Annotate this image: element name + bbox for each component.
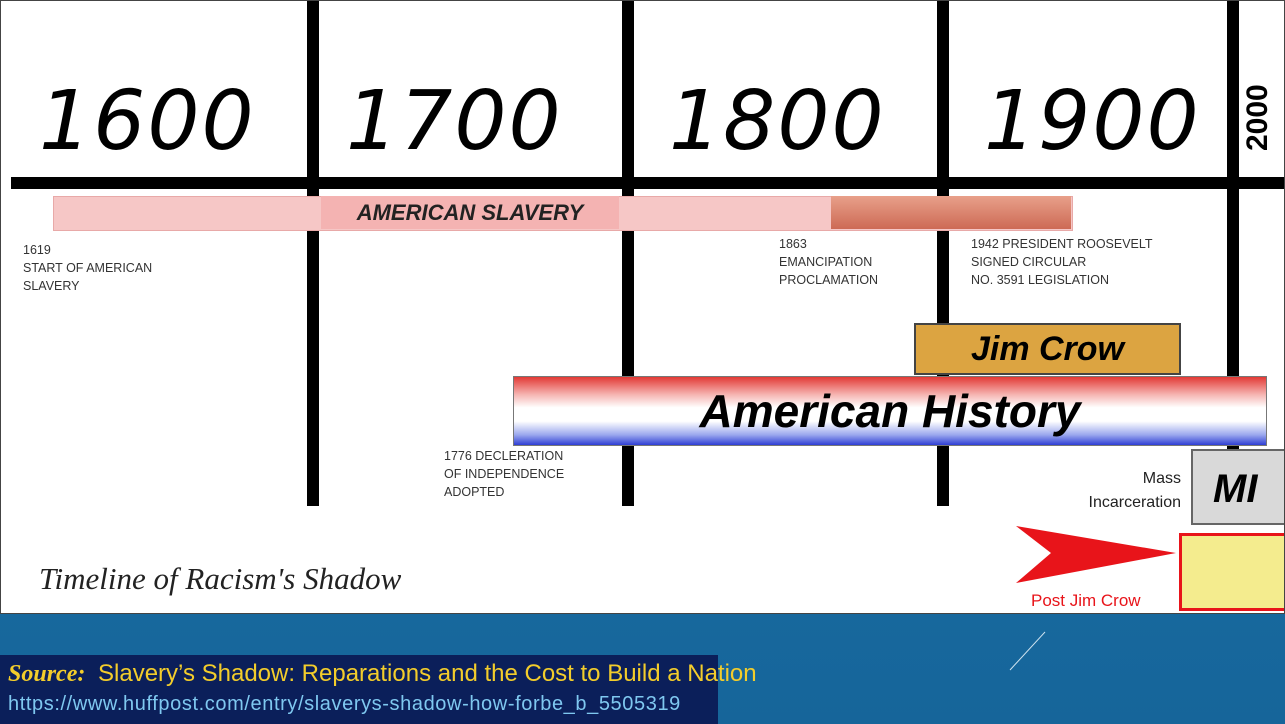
timeline-image: 1600 1700 1800 1900 2000 AMERICAN SLAVER… xyxy=(0,0,1285,614)
time-axis xyxy=(11,177,1284,189)
post-jim-crow-box xyxy=(1179,533,1284,611)
mass-incarceration-label: Mass Incarceration xyxy=(1088,470,1182,511)
jim-crow-box: Jim Crow xyxy=(914,323,1181,375)
year: 1900 xyxy=(984,74,1201,169)
pointer-line xyxy=(1009,631,1046,671)
pointer xyxy=(1009,631,1046,671)
post-jim-crow-label: Post Jim Crow xyxy=(1031,591,1141,610)
american-history-bar: American History xyxy=(513,376,1267,446)
red-arrow xyxy=(1016,526,1176,583)
century-line xyxy=(307,1,319,506)
source-box: Source: Slavery’s Shadow: Reparations an… xyxy=(0,655,757,724)
year: 1800 xyxy=(669,74,886,169)
slavery-late-bar xyxy=(831,196,1071,229)
image-title: Timeline of Racism's Shadow xyxy=(39,561,402,596)
year: 1600 xyxy=(39,74,256,169)
year: 2000 xyxy=(1241,84,1275,151)
annotation: 1942 PRESIDENT ROOSEVELT SIGNED CIRCULAR N… xyxy=(971,237,1153,287)
arrow xyxy=(1016,526,1176,583)
source-url: https://www.huffpost.com/entry/slaverys-… xyxy=(8,693,681,715)
slavery-label: AMERICAN SLAVERY xyxy=(321,196,619,229)
year: 1700 xyxy=(346,74,563,169)
mi-box: MI xyxy=(1191,449,1284,525)
annotation: 1619 START OF AMERICAN SLAVERY xyxy=(23,243,153,293)
source-label: Source: xyxy=(8,661,86,687)
annotation: 1863 EMANCIPATION PROCLAMATION xyxy=(779,237,879,287)
annotation: 1776 DECLERATION OF INDEPENDENCE ADOPTED xyxy=(444,447,565,501)
source-title: Slavery’s Shadow: Reparations and the Co… xyxy=(98,660,757,687)
